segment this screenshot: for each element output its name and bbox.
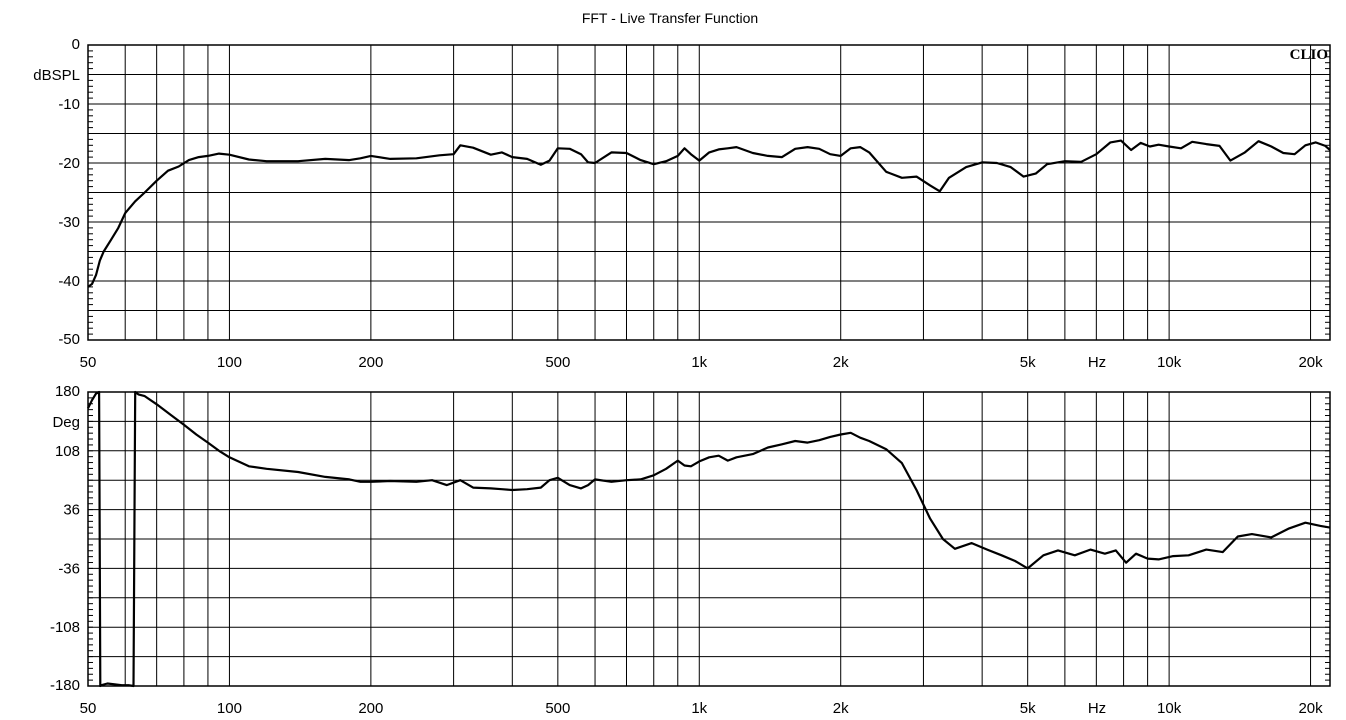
phase-y-axis-label: Deg	[52, 414, 80, 431]
magnitude-x-axis-unit: Hz	[1088, 354, 1106, 371]
x-tick-label: 500	[545, 700, 570, 717]
x-tick-label: 200	[358, 700, 383, 717]
x-tick-label: 10k	[1157, 700, 1182, 717]
x-tick-label: 10k	[1157, 354, 1182, 371]
x-tick-label: 500	[545, 354, 570, 371]
x-tick-label: 50	[80, 700, 97, 717]
x-tick-label: 50	[80, 354, 97, 371]
y-tick-label: 36	[63, 502, 80, 519]
y-tick-label: -36	[58, 560, 80, 577]
phase-panel: 180 108 36 -36 -108 -180 50 100 200 500 1k 2k 5k 10k…	[50, 383, 1330, 717]
magnitude-panel: 0 -10 -20 -30 -40 -50 50 100 200 500 1k 2k 5k 10k 20k…	[33, 36, 1330, 371]
clio-brand-label: CLIO	[1290, 47, 1328, 63]
phase-x-axis-unit: Hz	[1088, 700, 1106, 717]
y-tick-label: -20	[58, 155, 80, 172]
x-tick-label: 2k	[833, 354, 849, 371]
x-tick-label: 100	[217, 354, 242, 371]
x-tick-label: 20k	[1298, 700, 1323, 717]
phase-x-tick-labels: 50 100 200 500 1k 2k 5k 10k 20k	[80, 700, 1323, 717]
y-tick-label: -10	[58, 96, 80, 113]
chart-title: FFT - Live Transfer Function	[582, 10, 758, 26]
x-tick-label: 100	[217, 700, 242, 717]
magnitude-x-tick-labels: 50 100 200 500 1k 2k 5k 10k 20k	[80, 354, 1323, 371]
y-tick-label: -50	[58, 331, 80, 348]
x-tick-label: 5k	[1020, 354, 1036, 371]
magnitude-y-axis-label: dBSPL	[33, 67, 80, 84]
x-tick-label: 2k	[833, 700, 849, 717]
y-tick-label: -40	[58, 273, 80, 290]
y-tick-label: 108	[55, 443, 80, 460]
x-tick-label: 1k	[691, 700, 707, 717]
y-tick-label: 0	[72, 36, 80, 53]
y-tick-label: -108	[50, 619, 80, 636]
x-tick-label: 5k	[1020, 700, 1036, 717]
x-tick-label: 20k	[1298, 354, 1323, 371]
y-tick-label: 180	[55, 383, 80, 400]
x-tick-label: 1k	[691, 354, 707, 371]
x-tick-label: 200	[358, 354, 383, 371]
y-tick-label: -180	[50, 677, 80, 694]
y-tick-label: -30	[58, 214, 80, 231]
